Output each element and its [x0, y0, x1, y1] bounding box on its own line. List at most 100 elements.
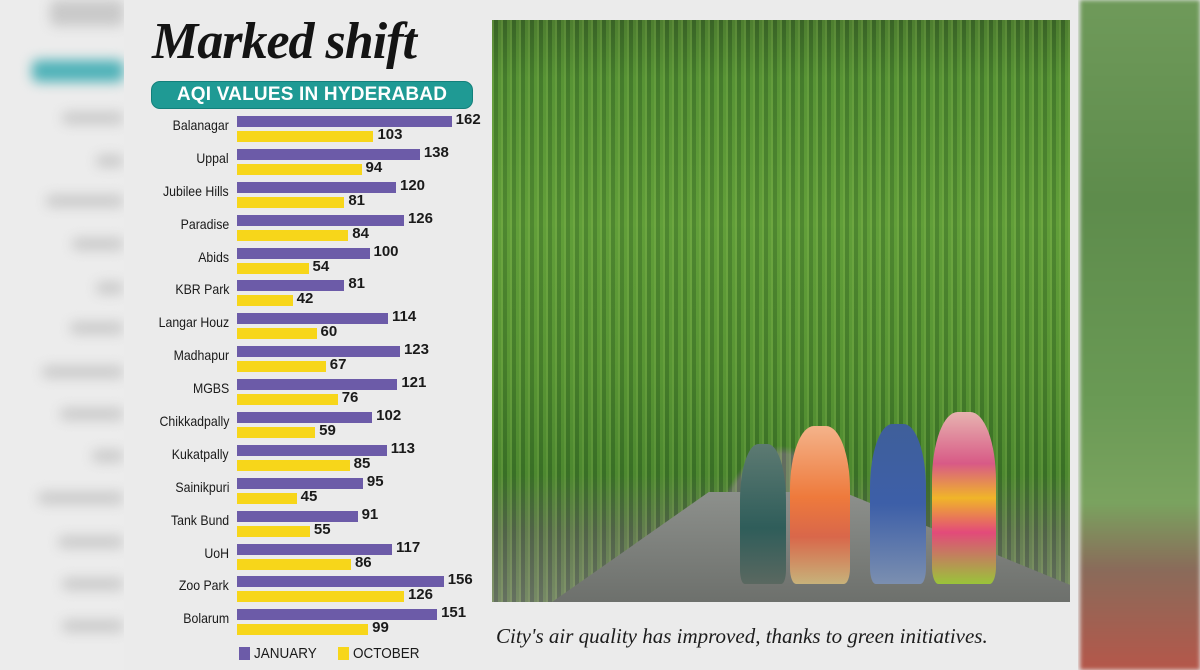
value-label-january: 91 — [361, 505, 379, 523]
category-label: Uppal — [196, 149, 229, 166]
category-label: Bolarum — [183, 610, 229, 627]
bar-january — [237, 181, 396, 193]
chart-legend: JANUARY OCTOBER — [239, 645, 441, 662]
bar-january — [237, 412, 373, 424]
chart-row: Madhapur 123 67 — [124, 341, 489, 375]
bar-january — [237, 313, 389, 325]
chart-row: Chikkadpally 102 59 — [124, 407, 489, 441]
bar-january — [237, 444, 387, 456]
person-2 — [790, 426, 850, 584]
bar-october — [237, 624, 369, 636]
value-label-january: 100 — [373, 242, 399, 260]
value-label-october: 103 — [377, 126, 403, 143]
bar-january — [237, 148, 420, 160]
article-card: Marked shift AQI VALUES IN HYDERABAD Bal… — [124, 0, 1078, 670]
legend-swatch-october — [337, 647, 349, 660]
bar-october — [237, 295, 293, 307]
category-label: UoH — [204, 544, 229, 561]
chart-row: Kukatpally 113 85 — [124, 439, 489, 474]
legend-label-january: JANUARY — [254, 645, 317, 662]
legend-label-october: OCTOBER — [352, 645, 420, 662]
value-label-october: 94 — [365, 158, 383, 176]
chart-row: KBR Park 81 42 — [124, 275, 489, 309]
aqi-bar-chart: Balanagar 162 103 Uppal 138 94 Jubilee Hills 12… — [124, 111, 489, 638]
bar-october — [237, 492, 297, 504]
bar-october — [237, 131, 374, 142]
legend-swatch-january — [239, 647, 250, 660]
category-label: MGBS — [192, 380, 229, 397]
bar-october — [237, 163, 362, 175]
value-label-october: 42 — [296, 290, 314, 308]
chart-row: Paradise 126 84 — [124, 209, 489, 244]
chart-row: UoH 117 86 — [124, 538, 489, 573]
value-label-january: 95 — [366, 472, 384, 490]
person-3 — [870, 424, 926, 584]
background-blur-right — [1080, 0, 1200, 670]
bar-january — [237, 609, 438, 621]
category-label: KBR Park — [174, 281, 229, 298]
bar-october — [237, 262, 309, 274]
category-label: Sainikpuri — [174, 478, 229, 495]
page-title: Marked shift — [152, 13, 417, 70]
bar-october — [237, 361, 326, 373]
chart-row: Zoo Park 156 126 — [124, 571, 489, 605]
bar-october — [237, 459, 350, 471]
chart-row: Abids 100 54 — [124, 242, 489, 277]
value-label-january: 151 — [441, 604, 467, 622]
article-photo — [492, 20, 1070, 602]
chart-row: MGBS 121 76 — [124, 374, 489, 408]
value-label-january: 121 — [401, 374, 427, 392]
value-label-october: 55 — [313, 520, 331, 538]
value-label-october: 126 — [407, 586, 433, 604]
background-blur-left — [0, 0, 124, 670]
value-label-january: 117 — [396, 538, 421, 556]
value-label-january: 113 — [390, 439, 415, 457]
bar-january — [237, 543, 393, 555]
value-label-january: 114 — [392, 308, 417, 326]
category-label: Paradise — [180, 215, 229, 232]
bar-october — [237, 525, 310, 537]
bar-october — [237, 427, 316, 439]
value-label-october: 67 — [329, 356, 347, 374]
bar-january — [237, 346, 400, 358]
value-label-october: 76 — [341, 389, 359, 407]
bar-october — [237, 328, 317, 340]
value-label-october: 45 — [300, 487, 318, 505]
chart-row: Sainikpuri 95 45 — [124, 472, 489, 507]
chart-row: Jubilee Hills 120 81 — [124, 177, 489, 211]
category-label: Balanagar — [172, 117, 229, 133]
value-label-january: 156 — [447, 571, 473, 589]
category-label: Zoo Park — [179, 577, 229, 594]
bar-january — [237, 247, 370, 259]
value-label-october: 81 — [348, 191, 365, 209]
chart-subtitle: AQI VALUES IN HYDERABAD — [151, 81, 473, 109]
bar-october — [237, 394, 338, 406]
bar-october — [237, 591, 404, 603]
person-1 — [740, 444, 786, 584]
bar-january — [237, 214, 404, 226]
category-label: Langar Houz — [158, 314, 229, 331]
bar-january — [237, 280, 345, 292]
value-label-october: 85 — [353, 454, 371, 472]
chart-row: Langar Houz 114 60 — [124, 308, 489, 342]
value-label-january: 138 — [423, 143, 449, 161]
value-label-january: 123 — [403, 341, 429, 359]
value-label-october: 59 — [319, 422, 336, 440]
category-label: Tank Bund — [170, 511, 229, 528]
bar-january — [237, 477, 363, 489]
chart-row: Uppal 138 94 — [124, 143, 489, 178]
value-label-october: 60 — [320, 323, 338, 341]
bar-january — [237, 116, 452, 127]
category-label: Jubilee Hills — [163, 182, 229, 199]
value-label-october: 86 — [354, 553, 372, 571]
category-label: Chikkadpally — [159, 413, 229, 430]
category-label: Madhapur — [173, 347, 229, 364]
category-label: Abids — [198, 248, 229, 265]
bar-january — [237, 379, 398, 391]
chart-row: Tank Bund 91 55 — [124, 505, 489, 540]
value-label-january: 102 — [376, 407, 402, 425]
category-label: Kukatpally — [172, 445, 229, 462]
value-label-january: 81 — [348, 275, 365, 293]
value-label-january: 126 — [407, 209, 433, 227]
photo-caption: City's air quality has improved, thanks … — [496, 624, 988, 648]
